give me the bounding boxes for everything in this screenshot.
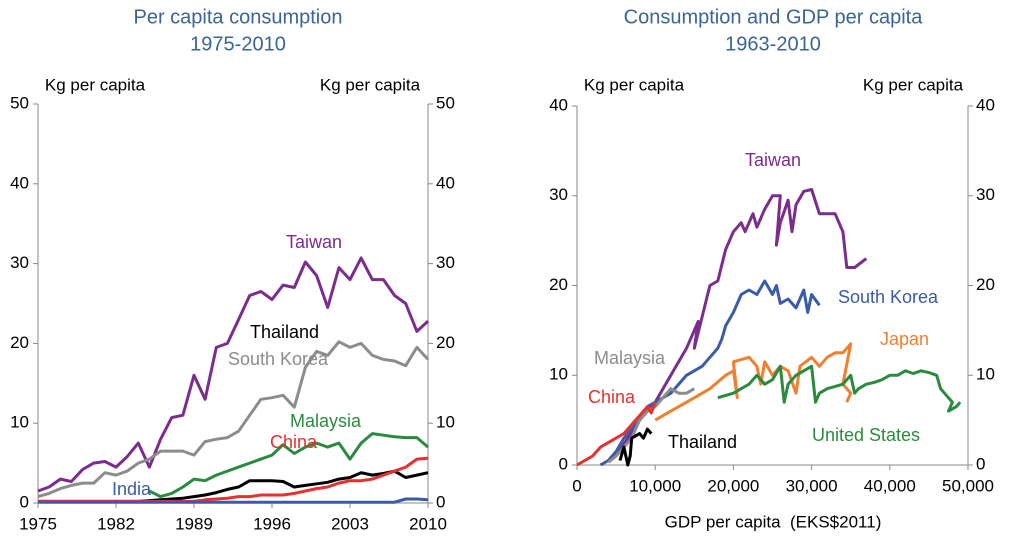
y-tick-label: 10 <box>549 365 568 384</box>
y-tick-label: 40 <box>549 95 568 114</box>
series-label: Thailand <box>668 432 737 452</box>
y2-tick-label: 30 <box>976 185 995 204</box>
y-tick-label: 0 <box>559 454 568 473</box>
series-line <box>614 188 868 457</box>
y2-axis-label: Kg per capita <box>320 75 421 94</box>
y-tick-label: 40 <box>10 173 29 192</box>
x-tick-label: 1989 <box>175 514 213 533</box>
series-line <box>37 256 430 493</box>
x-tick-label: 1975 <box>19 514 57 533</box>
series-label: Japan <box>880 329 929 349</box>
series-line <box>148 432 429 499</box>
y2-tick-label: 40 <box>976 95 995 114</box>
series-label: India <box>112 479 152 499</box>
series-line <box>37 340 430 499</box>
y2-tick-label: 20 <box>976 275 995 294</box>
chart-title: Consumption and GDP per capita <box>624 6 924 28</box>
x-tick-label: 2003 <box>331 514 369 533</box>
series-label: Taiwan <box>745 150 801 170</box>
y2-tick-label: 50 <box>436 93 455 112</box>
series-label: United States <box>812 425 920 445</box>
y-tick-label: 50 <box>10 93 29 112</box>
y-tick-label: 10 <box>10 413 29 432</box>
series-label: South Korea <box>838 287 939 307</box>
x-tick-label: 1996 <box>253 514 291 533</box>
x-tick-label: 10,000 <box>629 476 681 495</box>
series-label: China <box>270 432 318 452</box>
series-line <box>38 497 429 504</box>
y-tick-label: 30 <box>549 185 568 204</box>
series-line <box>654 342 853 422</box>
y2-axis-label: Kg per capita <box>863 75 964 94</box>
series-label: Malaysia <box>290 411 362 431</box>
y-axis-label: Kg per capita <box>45 75 146 94</box>
x-tick-label: 1982 <box>97 514 135 533</box>
x-tick-label: 50,000 <box>942 476 994 495</box>
y2-tick-label: 20 <box>436 333 455 352</box>
y-tick-label: 20 <box>10 333 29 352</box>
x-tick-label: 2010 <box>409 514 447 533</box>
chart-title: Per capita consumption <box>133 6 342 28</box>
x-axis-label: GDP per capita (EKS$2011) <box>665 512 882 531</box>
series-label: Thailand <box>250 322 319 342</box>
y-axis-label: Kg per capita <box>584 75 685 94</box>
y2-tick-label: 10 <box>436 413 455 432</box>
series-label: South Korea <box>228 349 329 369</box>
y-tick-label: 0 <box>20 492 29 511</box>
x-tick-label: 20,000 <box>707 476 759 495</box>
x-tick-label: 0 <box>572 476 581 495</box>
y2-tick-label: 10 <box>976 365 995 384</box>
y2-tick-label: 30 <box>436 253 455 272</box>
x-tick-label: 30,000 <box>786 476 838 495</box>
chart-subtitle: 1963-2010 <box>725 33 821 55</box>
y2-tick-label: 0 <box>976 454 985 473</box>
y2-tick-label: 40 <box>436 173 455 192</box>
y-tick-label: 30 <box>10 253 29 272</box>
series-line <box>717 364 962 413</box>
series-label: China <box>588 387 636 407</box>
series-line <box>576 401 657 467</box>
series-line <box>618 427 653 467</box>
series-label: Taiwan <box>286 232 342 252</box>
chart-subtitle: 1975-2010 <box>190 33 286 55</box>
y-tick-label: 20 <box>549 275 568 294</box>
y2-tick-label: 0 <box>436 492 445 511</box>
x-tick-label: 40,000 <box>864 476 916 495</box>
series-label: Malaysia <box>594 348 666 368</box>
